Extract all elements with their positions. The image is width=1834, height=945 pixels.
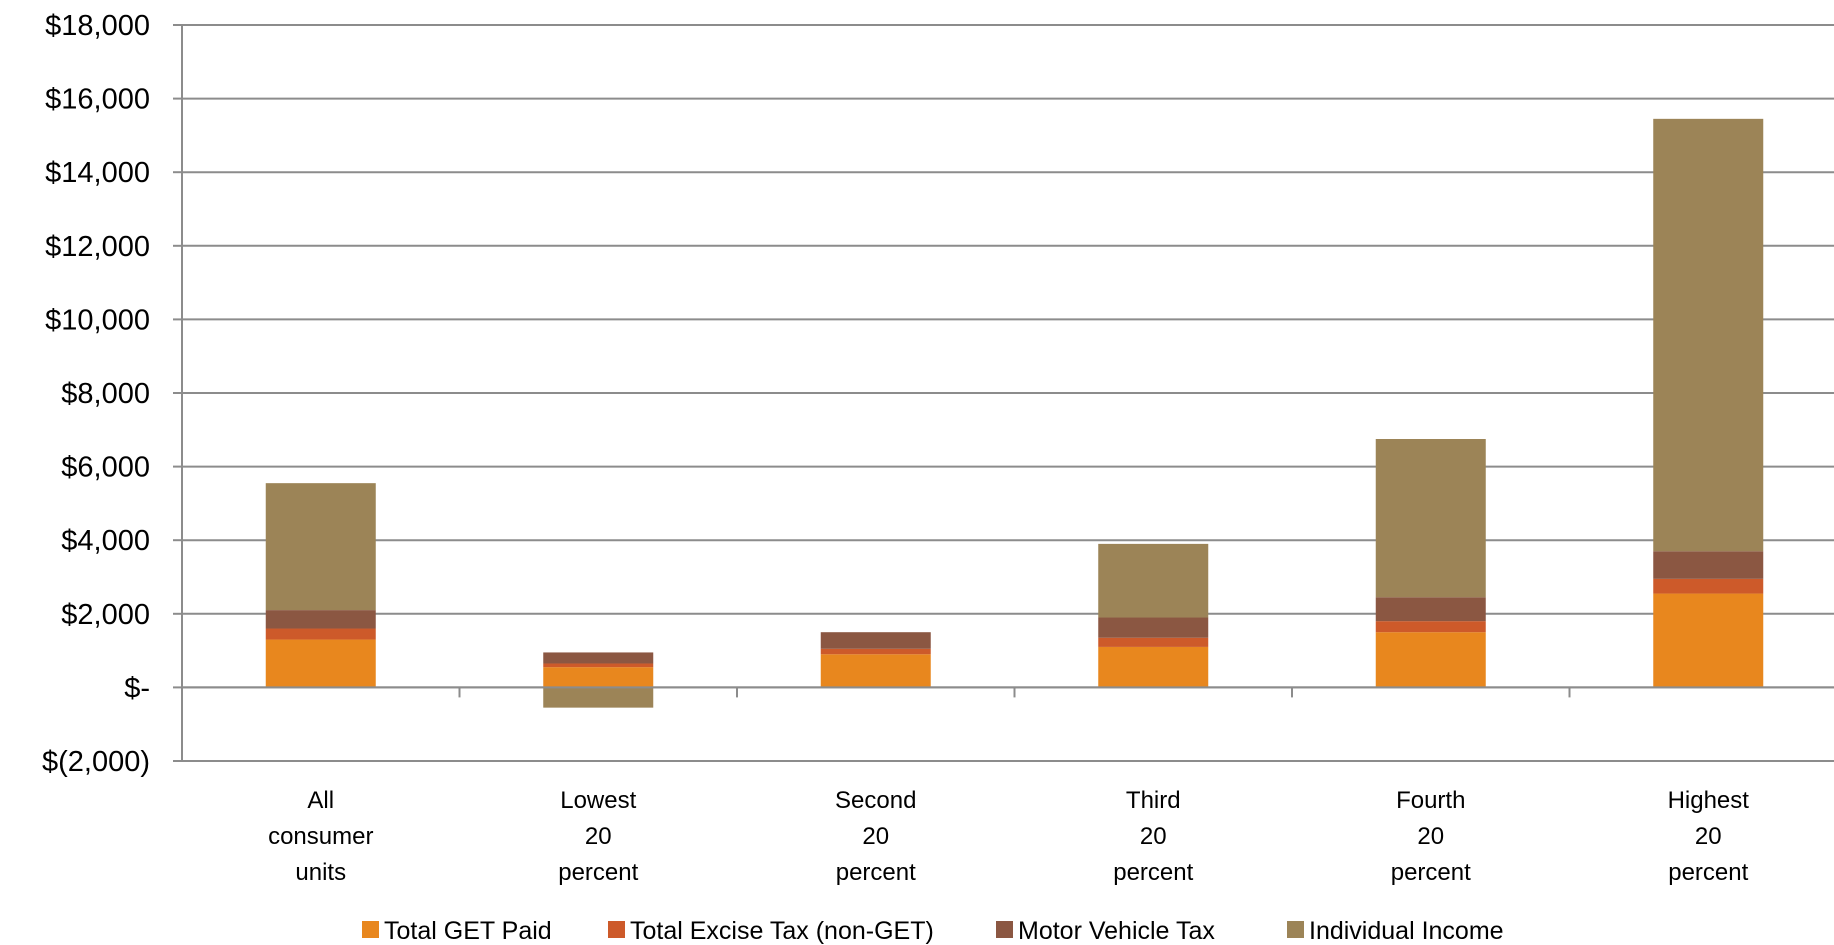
bar-segment [265,610,376,629]
y-tick-label: $14,000 [45,157,150,189]
bar-segment [1375,621,1486,633]
bar-segment [543,687,654,708]
x-category-label: 20 [585,823,612,850]
bar-segment [1375,597,1486,622]
x-category-label: Lowest [560,787,636,814]
bar-segment [1653,578,1764,594]
y-axis-tick-labels: $(2,000) $- $2,000 $4,000 $6,000 $8,000 $10,00… [42,10,150,778]
x-category-label: percent [836,859,916,886]
y-tick-label: $18,000 [45,10,150,42]
x-category-label: Second [835,787,916,814]
legend-swatch [996,921,1013,938]
bar-segment [265,639,376,688]
x-category-label: 20 [1140,823,1167,850]
y-tick-label: $- [124,672,150,704]
bar-segment [543,652,654,664]
legend-swatch [608,921,625,938]
bar-segment [1098,543,1209,618]
x-category-label: 20 [862,823,889,850]
bar-segment [1653,118,1764,552]
bar-segment [1375,439,1486,598]
x-category-label: percent [1391,859,1471,886]
bar-segment [1653,551,1764,579]
x-category-label: percent [558,859,638,886]
y-tick-label: $4,000 [61,525,150,557]
bar-segment [1098,617,1209,638]
x-category-label: consumer [268,823,373,850]
x-category-label: units [295,859,346,886]
x-category-label: Fourth [1396,787,1465,814]
bars [265,118,1764,708]
legend-swatch [362,921,379,938]
bar-segment [820,632,931,649]
legend-label: Total GET Paid [384,917,552,945]
legend-label: Motor Vehicle Tax [1018,917,1215,945]
y-tick-label: $(2,000) [42,746,150,778]
bar-segment [1653,593,1764,688]
bar-segment [1098,637,1209,647]
legend-swatch [1287,921,1304,938]
bar-segment [1375,632,1486,688]
y-tick-label: $16,000 [45,84,150,116]
x-category-label: 20 [1695,823,1722,850]
bar-segment [820,654,931,688]
x-category-label: All [307,787,334,814]
y-tick-label: $8,000 [61,378,150,410]
legend: Total GET Paid Total Excise Tax (non-GET)… [362,917,1504,945]
bar-segment [265,628,376,640]
y-tick-label: $12,000 [45,231,150,263]
legend-label: Total Excise Tax (non-GET) [630,917,934,945]
legend-label: Individual Income [1309,917,1504,945]
bar-segment [265,483,376,611]
axes [173,24,1834,762]
x-category-label: Highest [1668,787,1750,814]
x-category-label: Third [1126,787,1181,814]
bar-segment [820,648,931,655]
x-category-label: percent [1113,859,1193,886]
y-tick-label: $2,000 [61,599,150,631]
x-category-label: percent [1668,859,1748,886]
bar-segment [543,667,654,688]
y-tick-label: $6,000 [61,452,150,484]
bar-segment [1098,646,1209,688]
y-tick-label: $10,000 [45,304,150,336]
bar-segment [543,663,654,668]
x-category-label: 20 [1417,823,1444,850]
gridlines [182,24,1834,762]
x-axis-category-labels: All consumer units Lowest 20 percent Second 20 p… [268,787,1749,886]
